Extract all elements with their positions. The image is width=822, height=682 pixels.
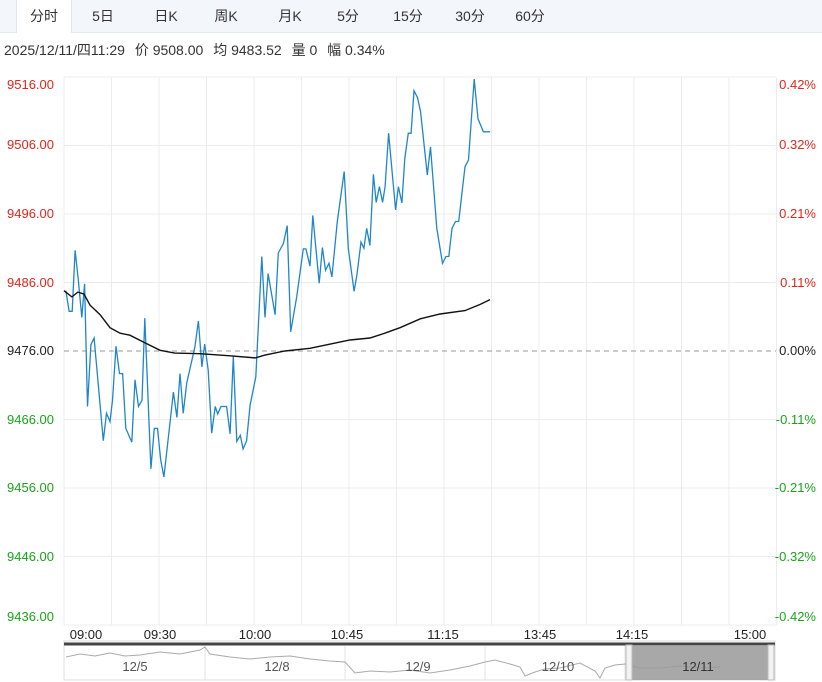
y-tick-left: 9446.00 xyxy=(7,549,54,564)
y-tick-left: 9516.00 xyxy=(7,77,54,92)
info-volume: 量 0 xyxy=(291,42,318,58)
navigator-sparkline xyxy=(65,646,721,679)
y-tick-left: 9436.00 xyxy=(7,609,54,624)
navigator-day-label: 12/9 xyxy=(405,659,431,674)
navigator-day-label: 12/8 xyxy=(264,659,290,674)
x-tick: 15:00 xyxy=(733,627,767,642)
x-tick: 14:15 xyxy=(615,627,649,642)
tab-1[interactable]: 分时 xyxy=(16,0,72,33)
navigator-day-label: 12/5 xyxy=(122,659,148,674)
y-tick-left: 9466.00 xyxy=(7,412,54,427)
y-tick-right: 0.11% xyxy=(780,275,816,290)
tab-3[interactable]: 日K xyxy=(154,8,178,24)
info-avg: 均 9483.52 xyxy=(213,42,282,58)
navigator-handle-left[interactable] xyxy=(625,644,633,681)
tab-5[interactable]: 月K xyxy=(278,8,302,24)
y-tick-right: -0.21% xyxy=(774,480,816,495)
y-tick-right: -0.42% xyxy=(774,609,816,624)
x-tick: 11:15 xyxy=(427,627,459,642)
y-tick-left: 9496.00 xyxy=(7,206,54,221)
navigator-day-label: 12/11 xyxy=(682,659,714,674)
x-tick: 09:30 xyxy=(143,627,177,642)
y-tick-right: 0.21% xyxy=(779,206,816,221)
average-line xyxy=(63,290,491,359)
y-tick-left: 9506.00 xyxy=(7,137,54,152)
navigator-day-label: 12/10 xyxy=(541,659,575,674)
info-range: 幅 0.34% xyxy=(327,42,385,58)
tab-6[interactable]: 5分 xyxy=(337,8,359,24)
y-tick-right: 0.42% xyxy=(779,77,816,92)
y-tick-right: -0.11% xyxy=(775,412,816,427)
y-tick-right: 0.32% xyxy=(779,137,816,152)
info-price: 价 9508.00 xyxy=(134,42,204,58)
info-datetime: 2025/12/11/四11:29 xyxy=(4,42,125,58)
y-tick-right: -0.32% xyxy=(774,549,816,564)
y-tick-left: 9486.00 xyxy=(7,275,54,290)
y-tick-left: 9456.00 xyxy=(7,480,54,495)
tab-7[interactable]: 15分 xyxy=(393,8,423,24)
navigator-selection[interactable] xyxy=(632,645,768,680)
tab-9[interactable]: 60分 xyxy=(515,8,545,24)
y-tick-left: 9476.00 xyxy=(7,343,54,358)
info-bar: 2025/12/11/四11:29 价 9508.00 均 9483.52 量 … xyxy=(4,40,391,60)
x-tick: 09:00 xyxy=(69,627,103,642)
x-tick: 10:00 xyxy=(238,627,272,642)
price-line xyxy=(65,79,490,478)
y-tick-right: 0.00% xyxy=(779,343,816,358)
x-tick: 10:45 xyxy=(330,627,364,642)
navigator-handle-right[interactable] xyxy=(767,644,775,681)
tab-4[interactable]: 周K xyxy=(214,8,238,24)
tab-8[interactable]: 30分 xyxy=(455,8,485,24)
x-tick: 13:45 xyxy=(523,627,557,642)
tab-2[interactable]: 5日 xyxy=(92,8,114,24)
navigator[interactable] xyxy=(63,640,776,681)
period-tabs: 分时 5日 日K 周K 月K 5分 15分 30分 60分 xyxy=(0,0,822,33)
